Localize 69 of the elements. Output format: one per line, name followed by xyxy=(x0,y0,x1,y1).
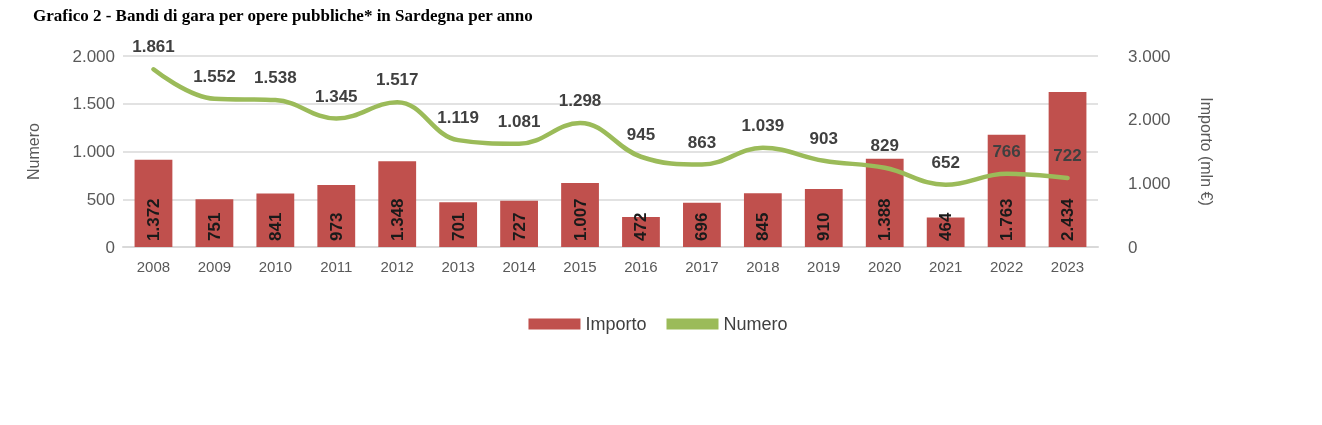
legend-label: Numero xyxy=(723,314,788,334)
data-label: 1.552 xyxy=(193,66,236,86)
data-label: 945 xyxy=(626,124,656,144)
x-tick-label: 2009 xyxy=(197,258,232,275)
x-tick-label: 2017 xyxy=(685,258,719,275)
data-label: 845 xyxy=(753,212,773,241)
bar xyxy=(500,200,538,247)
data-label: 701 xyxy=(448,212,468,241)
bar xyxy=(804,189,843,247)
data-label: 1.388 xyxy=(875,198,895,241)
y-tick-label: 1.000 xyxy=(72,142,115,161)
x-tick-label: 2015 xyxy=(563,258,597,275)
x-tick-label: 2011 xyxy=(320,258,353,275)
bar xyxy=(256,193,295,247)
x-tick-label: 2016 xyxy=(624,258,658,275)
x-tick-label: 2023 xyxy=(1050,258,1085,275)
data-label: 1.119 xyxy=(437,108,479,128)
x-tick-label: 2022 xyxy=(989,258,1024,275)
x-tick-label: 2012 xyxy=(380,258,414,275)
y2-tick-label: 1.000 xyxy=(1128,173,1171,193)
bar xyxy=(317,185,356,247)
data-label: 1.298 xyxy=(558,91,602,111)
x-tick-label: 2010 xyxy=(258,258,293,275)
data-label: 1.345 xyxy=(315,86,358,106)
data-label: 829 xyxy=(870,135,899,155)
data-label: 1.348 xyxy=(387,198,407,241)
y-tick-label: 500 xyxy=(86,189,115,209)
x-tick-label: 2008 xyxy=(136,258,171,275)
data-label: 696 xyxy=(692,212,712,241)
data-label: 841 xyxy=(265,212,285,241)
data-label: 766 xyxy=(992,141,1021,161)
x-tick-label: 2018 xyxy=(746,258,780,275)
bar xyxy=(195,199,234,247)
data-label: 464 xyxy=(936,212,956,241)
data-label: 751 xyxy=(204,212,224,241)
data-label: 1.081 xyxy=(497,111,541,131)
y2-axis-title: Importo (mln €) xyxy=(1197,97,1215,206)
x-tick-label: 2020 xyxy=(868,258,902,275)
data-label: 973 xyxy=(326,212,346,241)
data-label: 1.517 xyxy=(375,70,419,90)
data-label: 727 xyxy=(509,212,529,241)
data-label: 1.763 xyxy=(997,198,1017,241)
x-tick-label: 2013 xyxy=(441,258,475,275)
data-label: 910 xyxy=(814,212,834,241)
data-label: 863 xyxy=(687,132,717,152)
data-label: 722 xyxy=(1053,146,1082,166)
data-label: 2.434 xyxy=(1058,197,1078,241)
bar xyxy=(378,161,417,247)
x-tick-label: 2019 xyxy=(807,258,841,275)
legend-label: Importo xyxy=(585,314,647,334)
y-tick-label: 0 xyxy=(105,237,115,257)
y-tick-label: 2.000 xyxy=(72,46,115,66)
y2-tick-label: 2.000 xyxy=(1128,110,1171,130)
y-tick-label: 1.500 xyxy=(72,94,115,114)
data-label: 1.007 xyxy=(570,198,590,241)
x-tick-label: 2014 xyxy=(502,258,536,275)
bar xyxy=(439,202,478,247)
data-label: 1.538 xyxy=(254,68,297,88)
data-label: 1.861 xyxy=(132,37,175,57)
data-label: 903 xyxy=(809,128,838,148)
chart-title: Grafico 2 - Bandi di gara per opere pubbliche* in Sardegna per anno xyxy=(33,6,533,25)
data-label: 1.039 xyxy=(741,115,785,135)
y2-tick-label: 3.000 xyxy=(1128,46,1171,66)
data-label: 652 xyxy=(931,152,960,172)
x-tick-label: 2021 xyxy=(928,258,963,275)
data-label: 472 xyxy=(631,212,651,241)
data-label: 1.372 xyxy=(143,198,163,241)
y-axis-title: Numero xyxy=(24,122,42,180)
y2-tick-label: 0 xyxy=(1128,237,1138,257)
